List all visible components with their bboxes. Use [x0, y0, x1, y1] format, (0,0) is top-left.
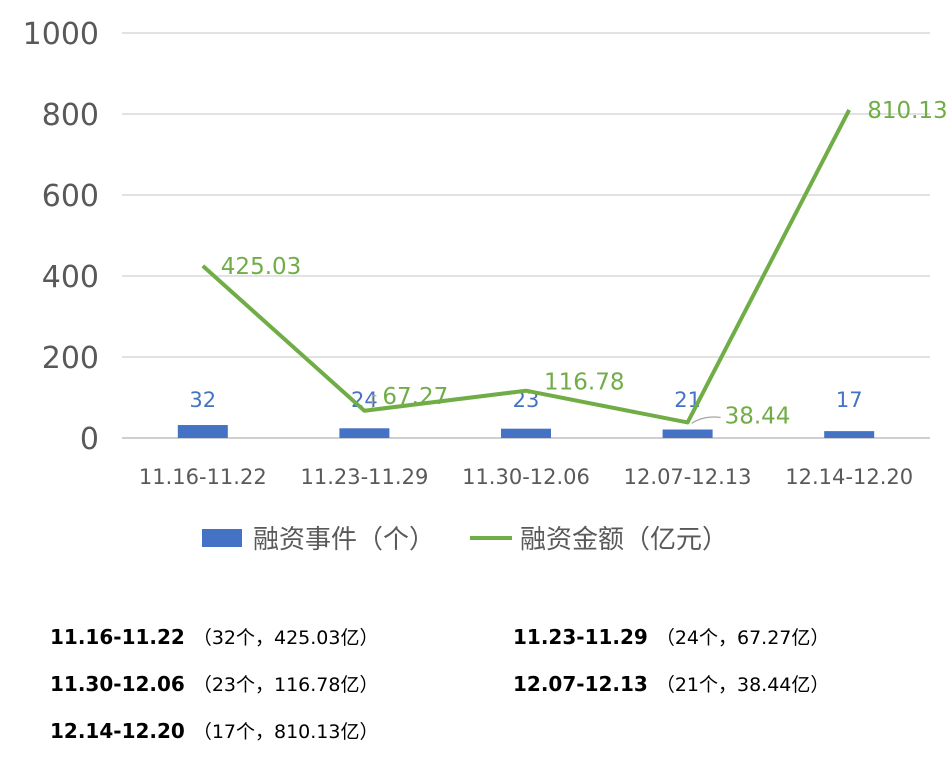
bar-data-label: 32 [189, 388, 216, 412]
bar [824, 431, 875, 438]
line-data-label: 810.13 [867, 98, 947, 124]
summary-period: 11.23-11.29 [513, 625, 648, 649]
summary-item: 11.30-12.06 （23个，116.78亿） [50, 665, 513, 703]
line-data-label: 38.44 [725, 403, 791, 429]
x-tick-label: 11.30-12.06 [462, 465, 590, 489]
x-tick-label: 11.16-11.22 [139, 465, 267, 489]
summary-item: 11.16-11.22 （32个，425.03亿） [50, 618, 513, 656]
summary-detail: （24个，67.27亿） [655, 627, 830, 649]
summary-period: 11.30-12.06 [50, 672, 185, 696]
summary-item: 12.14-12.20 （17个，810.13亿） [50, 712, 513, 750]
line-path [201, 108, 851, 425]
summary-detail: （21个，38.44亿） [655, 674, 830, 696]
line-data-label: 116.78 [544, 370, 624, 396]
y-tick-label: 600 [42, 179, 99, 214]
y-tick-label: 0 [80, 422, 99, 457]
legend-bar-label: 融资事件（个） [253, 525, 435, 555]
bar [501, 428, 551, 438]
summary-item: 12.07-12.13 （21个，38.44亿） [513, 665, 913, 703]
summary-detail: （32个，425.03亿） [192, 627, 379, 649]
summary-period: 12.14-12.20 [50, 719, 185, 743]
x-tick-label: 11.23-11.29 [300, 465, 428, 489]
x-tick-label: 12.07-12.13 [624, 465, 752, 489]
gridlines [122, 32, 930, 439]
y-axis-ticks: 0 200 400 600 800 1000 [23, 17, 99, 457]
y-tick-label: 800 [42, 98, 99, 133]
legend-line-label: 融资金额（亿元） [520, 525, 728, 555]
line-data-label: 67.27 [382, 384, 448, 410]
bar-data-label: 17 [836, 388, 863, 412]
x-axis-ticks: 11.16-11.22 11.23-11.29 11.30-12.06 12.07-1… [139, 465, 913, 489]
label-leader-line [691, 416, 721, 424]
bar [177, 425, 228, 438]
y-tick-label: 200 [42, 341, 99, 376]
legend-bar-swatch [202, 529, 242, 547]
line-series: 425.03 67.27 116.78 38.44 810.13 [201, 98, 948, 429]
bar [662, 429, 713, 438]
summary-period: 11.16-11.22 [50, 625, 185, 649]
label-leader-line [371, 395, 377, 408]
summary-detail: （17个，810.13亿） [192, 721, 379, 743]
x-tick-label: 12.14-12.20 [785, 465, 913, 489]
line-data-label: 425.03 [221, 254, 301, 280]
summary-detail: （23个，116.78亿） [192, 674, 379, 696]
summary-period: 12.07-12.13 [513, 672, 648, 696]
y-tick-label: 400 [42, 260, 99, 295]
summary-list: 11.16-11.22 （32个，425.03亿） 11.23-11.29 （24个… [50, 618, 920, 750]
summary-item: 11.23-11.29 （24个，67.27亿） [513, 618, 913, 656]
y-tick-label: 1000 [23, 17, 99, 52]
legend: 融资事件（个） 融资金额（亿元） [202, 525, 728, 555]
bar [339, 428, 390, 438]
